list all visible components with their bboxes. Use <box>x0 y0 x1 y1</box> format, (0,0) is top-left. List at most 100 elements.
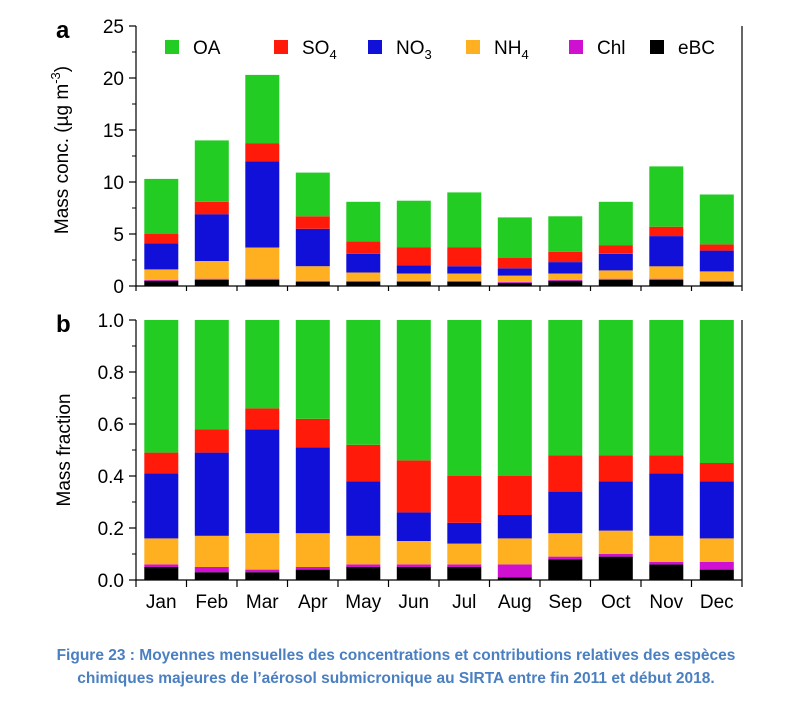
bar-b-no3-jan <box>144 473 179 539</box>
bar-b-ebc-aug <box>497 577 532 580</box>
bar-b-so4-mar <box>245 408 280 430</box>
y-tick-label-a: 25 <box>103 17 124 38</box>
x-tick-label-oct: Oct <box>601 592 631 613</box>
bar-a-no3-may <box>346 253 381 273</box>
x-tick-label-jun: Jun <box>398 592 429 613</box>
bar-a-chl-may <box>346 280 381 282</box>
legend-label-main: eBC <box>678 38 715 59</box>
caption-line-2: chimiques majeures de l’aérosol submicro… <box>77 670 715 687</box>
legend-swatch-chl <box>569 40 583 54</box>
bar-a-oa-jun <box>396 200 431 248</box>
bar-b-ebc-apr <box>295 569 330 580</box>
bar-a-ebc-sep <box>548 280 583 286</box>
legend-label-sub: 4 <box>329 47 336 62</box>
bar-a-ebc-oct <box>598 279 633 286</box>
x-tick-label-sep: Sep <box>548 592 582 613</box>
bar-b-oa-jun <box>396 320 431 461</box>
bar-b-so4-feb <box>194 429 229 453</box>
bar-b-nh4-mar <box>245 533 280 570</box>
bar-b-nh4-aug <box>497 538 532 565</box>
bar-b-oa-jul <box>447 320 482 476</box>
bar-b-chl-oct <box>598 554 633 557</box>
y-tick-label-b: 0.2 <box>98 519 124 540</box>
y-tick-label-a: 10 <box>103 173 124 194</box>
bar-a-nh4-may <box>346 272 381 281</box>
legend-swatch-oa <box>165 40 179 54</box>
bar-a-oa-mar <box>245 74 280 144</box>
y-tick-label-a: 5 <box>113 225 124 246</box>
y-tick-label-b: 0.0 <box>98 571 124 592</box>
legend-swatch-nh4 <box>466 40 480 54</box>
legend-label-chl: Chl <box>597 38 626 59</box>
bar-b-ebc-feb <box>194 572 229 580</box>
y-tick-label-a: 15 <box>103 121 124 142</box>
bar-a-so4-nov <box>649 226 684 237</box>
y-axis-label-b: Mass fraction <box>54 394 75 507</box>
legend-swatch-so4 <box>274 40 288 54</box>
legend-label-main: OA <box>193 38 221 59</box>
bar-b-chl-may <box>346 564 381 567</box>
bar-b-ebc-nov <box>649 564 684 580</box>
bar-a-nh4-aug <box>497 275 532 282</box>
bar-a-no3-mar <box>245 161 280 248</box>
bar-a-chl-apr <box>295 280 330 282</box>
legend-label-so4: SO4 <box>302 38 337 62</box>
bar-a-chl-sep <box>548 279 583 281</box>
bar-a-chl-oct <box>598 278 633 280</box>
x-tick-label-may: May <box>345 592 381 613</box>
bar-a-nh4-feb <box>194 261 229 279</box>
bar-a-ebc-may <box>346 281 381 286</box>
y-axis-label-a-main: Mass conc. (µg m <box>52 84 73 234</box>
bar-b-so4-jun <box>396 460 431 513</box>
bar-b-no3-oct <box>598 481 633 531</box>
bar-a-nh4-jun <box>396 273 431 281</box>
bar-a-so4-apr <box>295 216 330 229</box>
bar-b-chl-aug <box>497 564 532 578</box>
x-tick-label-dec: Dec <box>700 592 734 613</box>
legend-swatch-no3 <box>368 40 382 54</box>
legend-label-main: Chl <box>597 38 626 59</box>
bar-b-ebc-may <box>346 567 381 580</box>
bar-a-chl-aug <box>497 281 532 283</box>
bar-b-oa-jan <box>144 320 179 453</box>
bar-b-oa-apr <box>295 320 330 419</box>
bar-a-nh4-jan <box>144 269 179 280</box>
bar-b-so4-jan <box>144 452 179 474</box>
bar-a-nh4-apr <box>295 266 330 281</box>
bar-a-oa-nov <box>649 166 684 227</box>
bar-b-so4-apr <box>295 418 330 448</box>
bar-a-so4-jan <box>144 234 179 244</box>
bar-a-no3-oct <box>598 253 633 271</box>
bar-b-ebc-oct <box>598 556 633 580</box>
bar-b-nh4-jun <box>396 541 431 565</box>
bar-b-nh4-sep <box>548 533 583 557</box>
bar-a-so4-jun <box>396 247 431 266</box>
bar-b-nh4-jul <box>447 543 482 565</box>
bar-a-no3-dec <box>699 250 734 272</box>
bar-a-ebc-dec <box>699 281 734 286</box>
x-tick-label-jan: Jan <box>146 592 177 613</box>
bar-b-chl-jan <box>144 564 179 567</box>
bar-b-chl-apr <box>295 567 330 570</box>
bar-b-no3-jul <box>447 522 482 544</box>
bar-a-ebc-feb <box>194 279 229 286</box>
panel-b: 0.0 0.2 0.4 0.6 0.8 1.0 Jan Feb Mar Apr May Jun Jul A… <box>54 311 743 613</box>
legend-label-ebc: eBC <box>678 38 715 59</box>
y-axis-label-a: Mass conc. (µg m-3) <box>48 66 73 234</box>
bar-b-chl-mar <box>245 569 280 573</box>
bar-a-no3-sep <box>548 262 583 274</box>
bar-b-so4-oct <box>598 455 633 482</box>
bar-b-chl-dec <box>699 561 734 570</box>
bar-a-so4-jul <box>447 247 482 267</box>
bar-b-chl-nov <box>649 561 684 565</box>
bar-b-oa-oct <box>598 320 633 456</box>
bar-a-nh4-jul <box>447 273 482 281</box>
bar-a-so4-feb <box>194 201 229 215</box>
bar-b-so4-jul <box>447 476 482 523</box>
y-tick-label-b: 0.6 <box>98 415 124 436</box>
y-axis-label-a-close: ) <box>52 66 73 72</box>
bar-b-nh4-dec <box>699 538 734 562</box>
bar-a-no3-apr <box>295 228 330 267</box>
bar-b-so4-dec <box>699 463 734 482</box>
bar-b-oa-feb <box>194 320 229 430</box>
